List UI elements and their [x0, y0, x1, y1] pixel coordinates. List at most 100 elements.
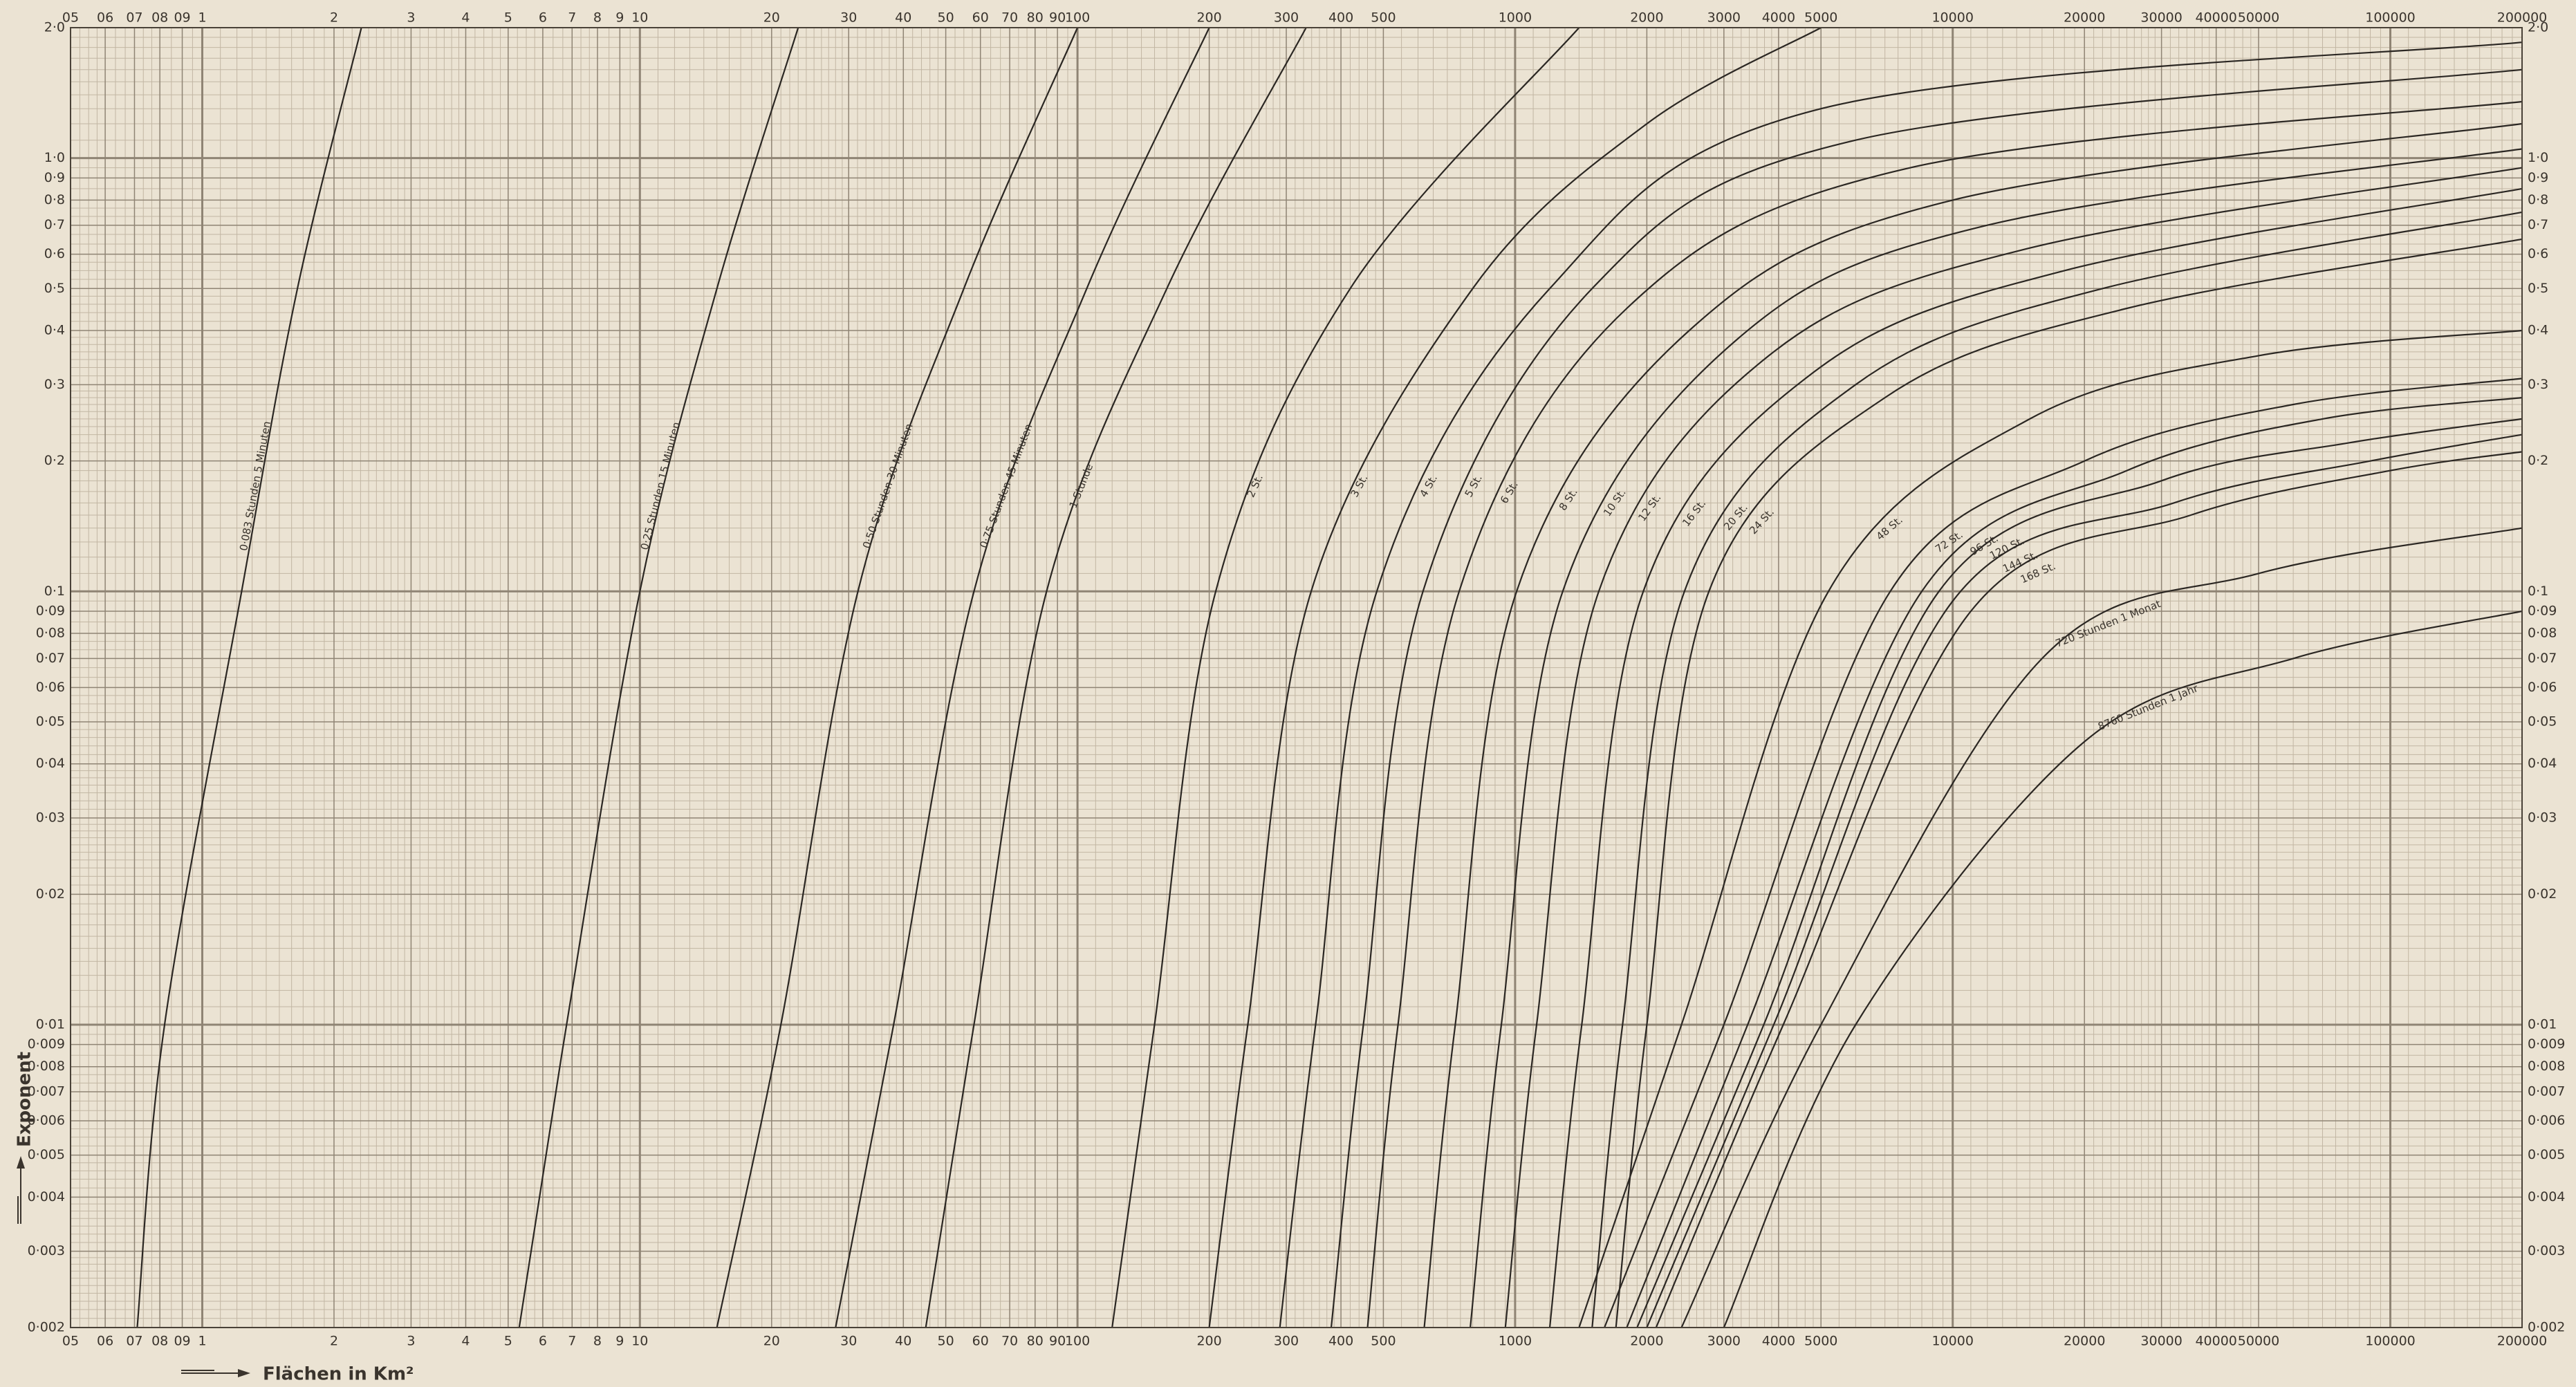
- x-tick-label: 40000: [2195, 10, 2236, 26]
- y-tick-label: 0·3: [44, 377, 65, 392]
- y-tick-label: 0·08: [2528, 626, 2557, 641]
- x-tick-label: 5: [504, 10, 512, 26]
- curve: [1548, 187, 2523, 1328]
- curve: [1366, 100, 2523, 1328]
- x-tick-label: 500: [1371, 10, 1396, 26]
- x-tick-label: 07: [126, 1334, 142, 1349]
- x-tick-label: 05: [62, 10, 79, 26]
- x-tick-label: 8: [593, 1334, 602, 1349]
- y-tick-label: 0·008: [28, 1059, 65, 1074]
- x-tick-label: 100: [1065, 1334, 1090, 1349]
- x-tick-label: 40000: [2195, 1334, 2236, 1349]
- x-tick-label: 70: [1001, 1334, 1018, 1349]
- x-tick-label: 50: [938, 10, 954, 26]
- y-tick-label: 0·01: [2528, 1016, 2557, 1032]
- y-tick-label: 0·8: [44, 192, 65, 207]
- y-tick-label: 1·0: [44, 150, 65, 165]
- curve: [1330, 68, 2523, 1328]
- y-tick-label: 0·9: [44, 170, 65, 185]
- y-tick-label: 0·003: [28, 1243, 65, 1258]
- curve: [1655, 451, 2523, 1328]
- y-tick-label: 0·005: [2528, 1147, 2565, 1162]
- x-tick-label: 80: [1027, 1334, 1044, 1349]
- y-tick-label: 0·008: [2528, 1059, 2565, 1074]
- x-tick-label: 5000: [1804, 1334, 1837, 1349]
- y-tick-label: 0·4: [44, 323, 65, 338]
- x-tick-label: 20000: [2064, 10, 2105, 26]
- x-tick-label: 30000: [2140, 10, 2182, 26]
- y-tick-label: 0·6: [44, 246, 65, 261]
- x-tick-label: 400: [1328, 1334, 1353, 1349]
- x-tick-label: 5000: [1804, 10, 1837, 26]
- x-tick-label: 08: [151, 1334, 168, 1349]
- x-tick-label: 200000: [2497, 1334, 2548, 1349]
- x-tick-label: 9: [615, 1334, 624, 1349]
- y-tick-label: 0·002: [28, 1320, 65, 1335]
- x-tick-label: 500: [1371, 1334, 1396, 1349]
- x-tick-label: 70: [1001, 10, 1018, 26]
- x-tick-label: 2: [330, 10, 338, 26]
- y-tick-label: 0·02: [36, 886, 65, 902]
- x-tick-label: 40: [895, 10, 911, 26]
- x-tick-label: 05: [62, 1334, 79, 1349]
- curve: [136, 27, 362, 1328]
- x-tick-label: 40: [895, 1334, 911, 1349]
- x-tick-label: 200: [1196, 10, 1221, 26]
- y-tick-label: 0·05: [2528, 714, 2557, 729]
- x-tick-label: 1000: [1499, 10, 1532, 26]
- y-tick-label: 0·09: [2528, 603, 2557, 618]
- x-tick-label: 80: [1027, 10, 1044, 26]
- curve: [1636, 418, 2523, 1328]
- y-tick-label: 0·7: [44, 217, 65, 232]
- x-tick-label: 4000: [1762, 1334, 1795, 1349]
- x-tick-label: 1000: [1499, 1334, 1532, 1349]
- curve: [518, 27, 799, 1328]
- x-arrow: [181, 1369, 250, 1377]
- x-tick-label: 3000: [1707, 1334, 1741, 1349]
- curve: [1626, 397, 2523, 1328]
- grid: [70, 27, 2523, 1328]
- y-tick-label: 0·009: [28, 1036, 65, 1052]
- x-tick-label: 3: [407, 10, 415, 26]
- x-tick-label: 07: [126, 10, 142, 26]
- curve: [925, 27, 1307, 1328]
- x-tick-label: 200: [1196, 1334, 1221, 1349]
- y-tick-label: 0·7: [2528, 217, 2548, 232]
- x-tick-label: 20: [763, 1334, 780, 1349]
- x-tick-label: 4000: [1762, 10, 1795, 26]
- x-axis-title: Flächen in Km²: [263, 1364, 414, 1385]
- y-tick-label: 0·9: [2528, 170, 2548, 185]
- y-tick-label: 0·2: [44, 453, 65, 468]
- y-tick-label: 0·006: [28, 1113, 65, 1128]
- x-tick-label: 400: [1328, 10, 1353, 26]
- x-tick-label: 7: [568, 1334, 576, 1349]
- y-tick-label: 0·004: [2528, 1189, 2565, 1204]
- curve: [1578, 329, 2523, 1328]
- labels: 0505060607070808090911223344556677889910…: [28, 10, 2566, 1349]
- curve: [1111, 27, 1580, 1328]
- x-tick-label: 10: [631, 10, 648, 26]
- y-tick-label: 0·004: [28, 1189, 65, 1204]
- x-tick-label: 09: [174, 10, 190, 26]
- x-tick-label: 10: [631, 1334, 648, 1349]
- x-tick-label: 300: [1274, 10, 1299, 26]
- curve: [1723, 610, 2523, 1328]
- x-tick-label: 200000: [2497, 10, 2548, 26]
- y-tick-label: 0·007: [28, 1084, 65, 1099]
- y-arrow: [17, 1156, 25, 1224]
- x-tick-label: 20000: [2064, 1334, 2105, 1349]
- x-tick-label: 10000: [1931, 1334, 1973, 1349]
- y-tick-label: 2·0: [44, 20, 65, 35]
- x-tick-label: 09: [174, 1334, 190, 1349]
- x-tick-label: 5: [504, 1334, 512, 1349]
- x-tick-label: 3: [407, 1334, 415, 1349]
- x-tick-label: 2: [330, 1334, 338, 1349]
- y-tick-label: 0·007: [2528, 1084, 2565, 1099]
- y-tick-label: 0·002: [2528, 1320, 2565, 1335]
- y-tick-label: 0·006: [2528, 1113, 2565, 1128]
- y-tick-label: 0·01: [36, 1016, 65, 1032]
- x-tick-label: 2000: [1630, 10, 1663, 26]
- y-tick-label: 0·03: [2528, 810, 2557, 825]
